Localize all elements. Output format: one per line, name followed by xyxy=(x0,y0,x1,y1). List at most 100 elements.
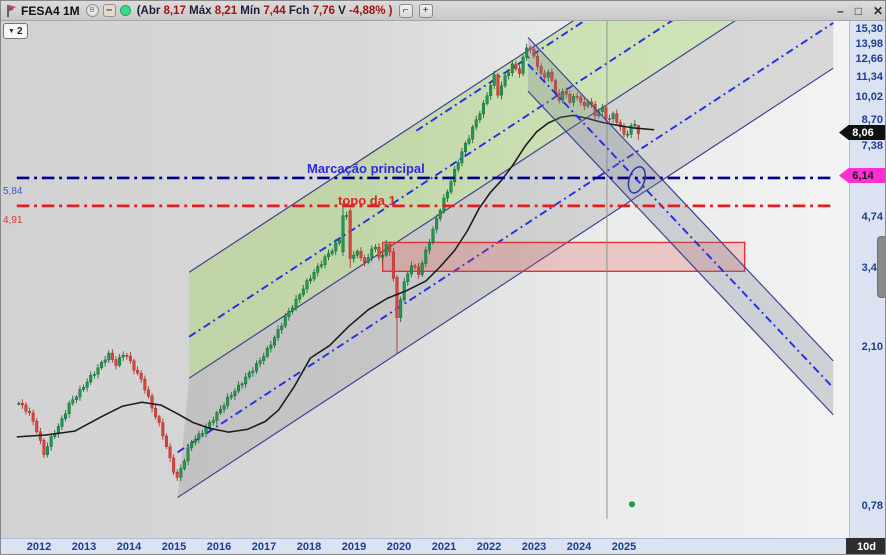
candle xyxy=(82,387,86,390)
popout-button[interactable]: ⌐ xyxy=(398,3,413,18)
candle xyxy=(121,355,125,358)
candle xyxy=(391,251,395,279)
candle xyxy=(381,254,385,258)
descending-mid-dashdot-line[interactable] xyxy=(527,63,834,389)
candle xyxy=(179,468,183,478)
candle xyxy=(539,66,543,74)
add-button[interactable]: + xyxy=(418,3,433,18)
channel-mid-dashdot-line[interactable] xyxy=(188,21,833,338)
candle xyxy=(258,360,262,364)
close-value: 7,76 xyxy=(312,4,335,17)
candle xyxy=(154,407,158,418)
price-axis[interactable]: 15,30 13,98 12,66 11,34 10,02 8,70 7,38 4,74 3,4… xyxy=(839,21,885,538)
candle xyxy=(348,210,352,259)
candle xyxy=(193,438,197,443)
ascending-channel-gray-band[interactable] xyxy=(177,21,834,498)
descending-channel-band[interactable] xyxy=(528,37,834,415)
candle xyxy=(366,257,370,263)
candle xyxy=(453,169,457,183)
green-dot-marker[interactable] xyxy=(628,501,636,508)
candle xyxy=(298,294,302,300)
indicator-button[interactable]: B xyxy=(85,4,99,17)
candle xyxy=(161,422,165,437)
candle xyxy=(182,460,186,469)
axis-scrollbar-thumb[interactable] xyxy=(877,236,885,298)
candle xyxy=(291,307,295,312)
chevron-down-icon: ▼ xyxy=(8,27,15,35)
channel-upper-trendline[interactable] xyxy=(188,21,833,273)
annotation-topo-da-1[interactable]: topo da 1 xyxy=(338,193,396,208)
candle xyxy=(406,273,410,282)
candle xyxy=(168,446,172,459)
maximize-button[interactable]: □ xyxy=(854,4,862,18)
price-tick-label: 12,66 xyxy=(855,53,883,65)
candle xyxy=(49,436,53,447)
price-tick-label: 0,78 xyxy=(861,500,883,512)
candle xyxy=(78,389,82,398)
candle xyxy=(334,242,338,252)
channel-base-trendline[interactable] xyxy=(177,67,834,499)
candle xyxy=(517,68,521,74)
year-tick-label: 2015 xyxy=(161,541,187,553)
candle xyxy=(507,72,511,76)
candle xyxy=(276,329,280,338)
candle xyxy=(312,272,316,280)
candle xyxy=(157,416,161,423)
minimize-button[interactable]: – xyxy=(837,4,844,18)
candle xyxy=(521,56,525,74)
ellipse-annotation[interactable] xyxy=(625,165,648,195)
upper-short-dashdot-line[interactable] xyxy=(415,21,594,132)
year-tick-label: 2012 xyxy=(26,541,52,553)
candle xyxy=(546,71,550,78)
chart-plot-area[interactable]: Marcação principal topo da 1 5,84 4,91 xyxy=(1,21,849,538)
candle xyxy=(424,249,428,264)
price-tick-label: 15,30 xyxy=(855,23,883,35)
candle xyxy=(107,352,111,361)
close-button[interactable]: ✕ xyxy=(872,4,883,18)
candle xyxy=(89,374,93,383)
window-controls: – □ ✕ xyxy=(837,1,883,21)
candle xyxy=(305,280,309,290)
close-label: Fch xyxy=(288,4,310,17)
candle xyxy=(60,418,64,427)
candle xyxy=(240,383,244,386)
annotation-marcacao-principal[interactable]: Marcação principal xyxy=(307,161,425,176)
channel-base-mid-dashdot-line[interactable] xyxy=(177,22,834,454)
descending-upper-trendline[interactable] xyxy=(527,36,834,362)
candle xyxy=(211,420,215,423)
price-badge-6-14: 6,14 xyxy=(839,168,885,183)
candle xyxy=(608,118,612,120)
candle xyxy=(190,442,194,449)
candle xyxy=(262,356,266,361)
candle xyxy=(287,310,291,317)
indicator-count-button[interactable]: ▼ 2 xyxy=(3,23,28,39)
candle xyxy=(568,93,572,103)
moving-average-line[interactable] xyxy=(16,114,655,438)
app-flag-icon xyxy=(5,4,17,18)
candle xyxy=(413,265,417,268)
candle xyxy=(110,352,114,360)
chart-canvas[interactable] xyxy=(1,21,849,538)
candle xyxy=(586,101,590,107)
candle xyxy=(463,143,467,153)
candle xyxy=(431,228,435,243)
candle xyxy=(435,218,439,230)
time-axis[interactable]: 2012 2013 2014 2015 2016 2017 2018 2019 2020 2021… xyxy=(1,538,846,554)
candle xyxy=(125,355,129,357)
candle xyxy=(438,210,442,219)
candle xyxy=(626,133,630,136)
candle xyxy=(499,85,503,96)
candle xyxy=(478,113,482,120)
var-value: -4,88% ) xyxy=(349,4,393,17)
descending-lower-trendline[interactable] xyxy=(527,90,834,416)
year-tick-label: 2016 xyxy=(206,541,232,553)
candle xyxy=(399,299,403,318)
candle xyxy=(373,246,377,250)
candle xyxy=(200,433,204,435)
timeframe-badge[interactable]: 10d xyxy=(846,538,885,554)
candle xyxy=(492,74,496,86)
collapse-button[interactable]: – xyxy=(102,4,116,17)
candle xyxy=(226,396,230,406)
candle xyxy=(273,337,277,346)
candle xyxy=(143,378,147,391)
